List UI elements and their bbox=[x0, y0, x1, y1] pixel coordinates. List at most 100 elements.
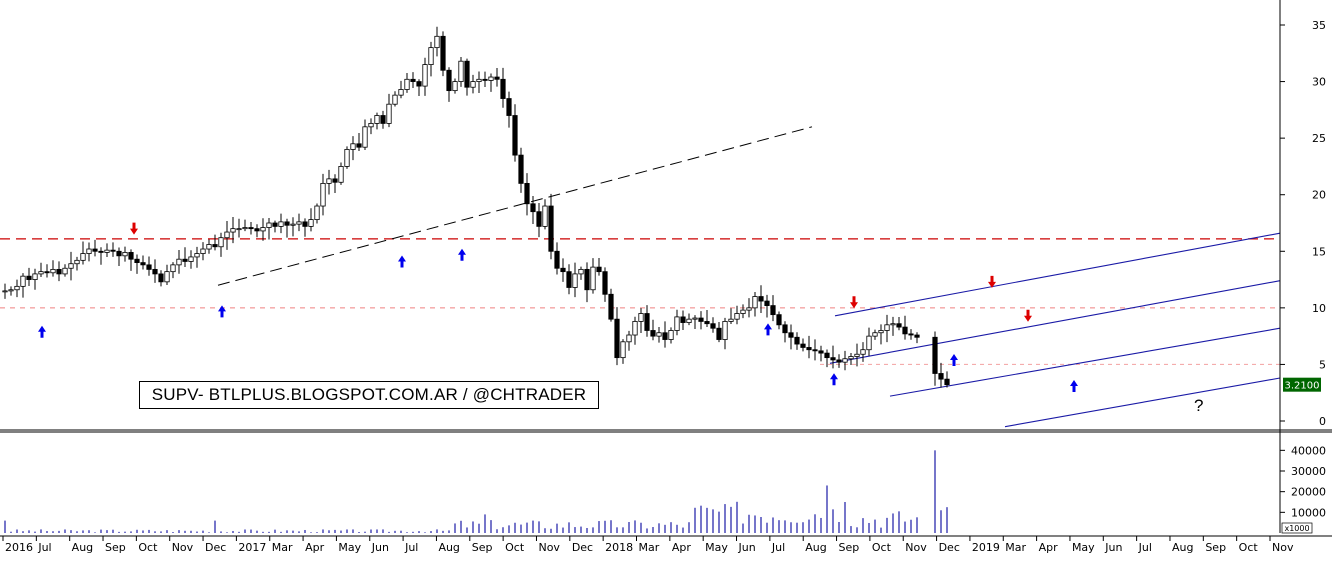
candle bbox=[428, 47, 434, 65]
x-tick-label: Nov bbox=[1272, 541, 1294, 554]
candle bbox=[332, 178, 338, 183]
candle bbox=[656, 332, 662, 337]
x-tick-label: Jun bbox=[371, 541, 389, 554]
candle bbox=[356, 143, 362, 148]
candle bbox=[494, 76, 500, 80]
candle bbox=[788, 332, 794, 338]
buy-signal-arrow bbox=[830, 373, 838, 386]
candle bbox=[230, 228, 236, 233]
candle bbox=[254, 228, 260, 232]
candle bbox=[284, 221, 290, 226]
candle bbox=[500, 78, 506, 99]
x-tick-label: 2018 bbox=[605, 541, 633, 554]
candle bbox=[590, 266, 596, 291]
candle bbox=[212, 244, 218, 248]
candle bbox=[758, 296, 764, 302]
x-tick-label: 2016 bbox=[5, 541, 33, 554]
candle bbox=[260, 227, 266, 232]
candle bbox=[746, 307, 752, 311]
last-price-tag bbox=[1283, 377, 1321, 392]
candle bbox=[602, 271, 608, 295]
candle bbox=[734, 313, 740, 320]
candle bbox=[890, 323, 896, 326]
candle bbox=[638, 313, 644, 322]
x-tick-label: Aug bbox=[805, 541, 826, 554]
candle bbox=[200, 248, 206, 254]
candle bbox=[812, 349, 818, 352]
vol-tick-label: 10000 bbox=[1291, 506, 1326, 519]
candle bbox=[362, 126, 368, 148]
candle bbox=[770, 305, 776, 316]
vol-tick-label: 30000 bbox=[1291, 465, 1326, 478]
x-tick-label: 2019 bbox=[972, 541, 1000, 554]
x-tick-label: Sep bbox=[1205, 541, 1226, 554]
candle bbox=[140, 262, 146, 266]
vol-tick-label: 40000 bbox=[1291, 444, 1326, 457]
y-tick-label: 20 bbox=[1312, 189, 1326, 202]
candle bbox=[884, 324, 890, 331]
candle bbox=[554, 250, 560, 269]
x-tick-label: Jun bbox=[738, 541, 756, 554]
candle bbox=[848, 356, 854, 360]
x-tick-label: Apr bbox=[305, 541, 325, 554]
candle bbox=[854, 353, 860, 357]
x-tick-label: Nov bbox=[905, 541, 927, 554]
candle bbox=[104, 249, 110, 253]
candle bbox=[830, 357, 836, 361]
x-tick-label: Jul bbox=[1138, 541, 1152, 554]
volume-panel bbox=[4, 450, 948, 533]
candle bbox=[560, 267, 566, 273]
candle bbox=[476, 78, 482, 82]
candle bbox=[224, 231, 230, 239]
y-tick-label: 10 bbox=[1312, 302, 1326, 315]
candle bbox=[386, 103, 392, 124]
candle bbox=[542, 205, 548, 227]
candle bbox=[464, 60, 470, 88]
x-tick-label: Oct bbox=[138, 541, 158, 554]
candle bbox=[866, 335, 872, 351]
candle bbox=[32, 273, 38, 280]
candle bbox=[368, 123, 374, 128]
x-tick-label: Mar bbox=[639, 541, 660, 554]
candle bbox=[752, 296, 758, 309]
x-tick-label: Sep bbox=[472, 541, 493, 554]
channel-line-3 bbox=[1004, 377, 1281, 428]
candle bbox=[578, 268, 584, 275]
candle bbox=[416, 81, 422, 87]
candle bbox=[164, 271, 170, 283]
candle bbox=[296, 221, 302, 225]
x-tick-label: Jul bbox=[404, 541, 418, 554]
candle bbox=[158, 273, 164, 283]
candle bbox=[842, 358, 848, 363]
candle bbox=[794, 336, 800, 345]
candle bbox=[566, 271, 572, 288]
sell-signal-arrow bbox=[130, 222, 138, 235]
candle bbox=[902, 326, 908, 335]
x-tick-label: Nov bbox=[172, 541, 194, 554]
candle bbox=[302, 221, 308, 227]
candle bbox=[896, 323, 902, 328]
x-tick-label: Apr bbox=[1039, 541, 1059, 554]
y-tick-label: 30 bbox=[1312, 76, 1326, 89]
candle bbox=[710, 323, 716, 329]
candle bbox=[80, 253, 86, 261]
candle bbox=[536, 211, 542, 227]
candle bbox=[116, 250, 122, 257]
candle bbox=[650, 330, 656, 337]
x-tick-label: Jun bbox=[1104, 541, 1122, 554]
sell-signal-arrow bbox=[850, 296, 858, 309]
candle bbox=[404, 78, 410, 90]
candle bbox=[806, 347, 812, 351]
x-tick-label: Nov bbox=[538, 541, 560, 554]
candle bbox=[38, 271, 44, 275]
candle bbox=[662, 332, 668, 340]
candle bbox=[308, 219, 314, 227]
channel-line-0 bbox=[834, 232, 1281, 317]
question-annotation: ? bbox=[1194, 396, 1204, 415]
x-tick-label: Dec bbox=[572, 541, 593, 554]
x-tick-label: Sep bbox=[105, 541, 126, 554]
candle bbox=[836, 359, 842, 363]
candle bbox=[74, 259, 80, 265]
candle bbox=[278, 221, 284, 227]
candle bbox=[704, 321, 710, 325]
